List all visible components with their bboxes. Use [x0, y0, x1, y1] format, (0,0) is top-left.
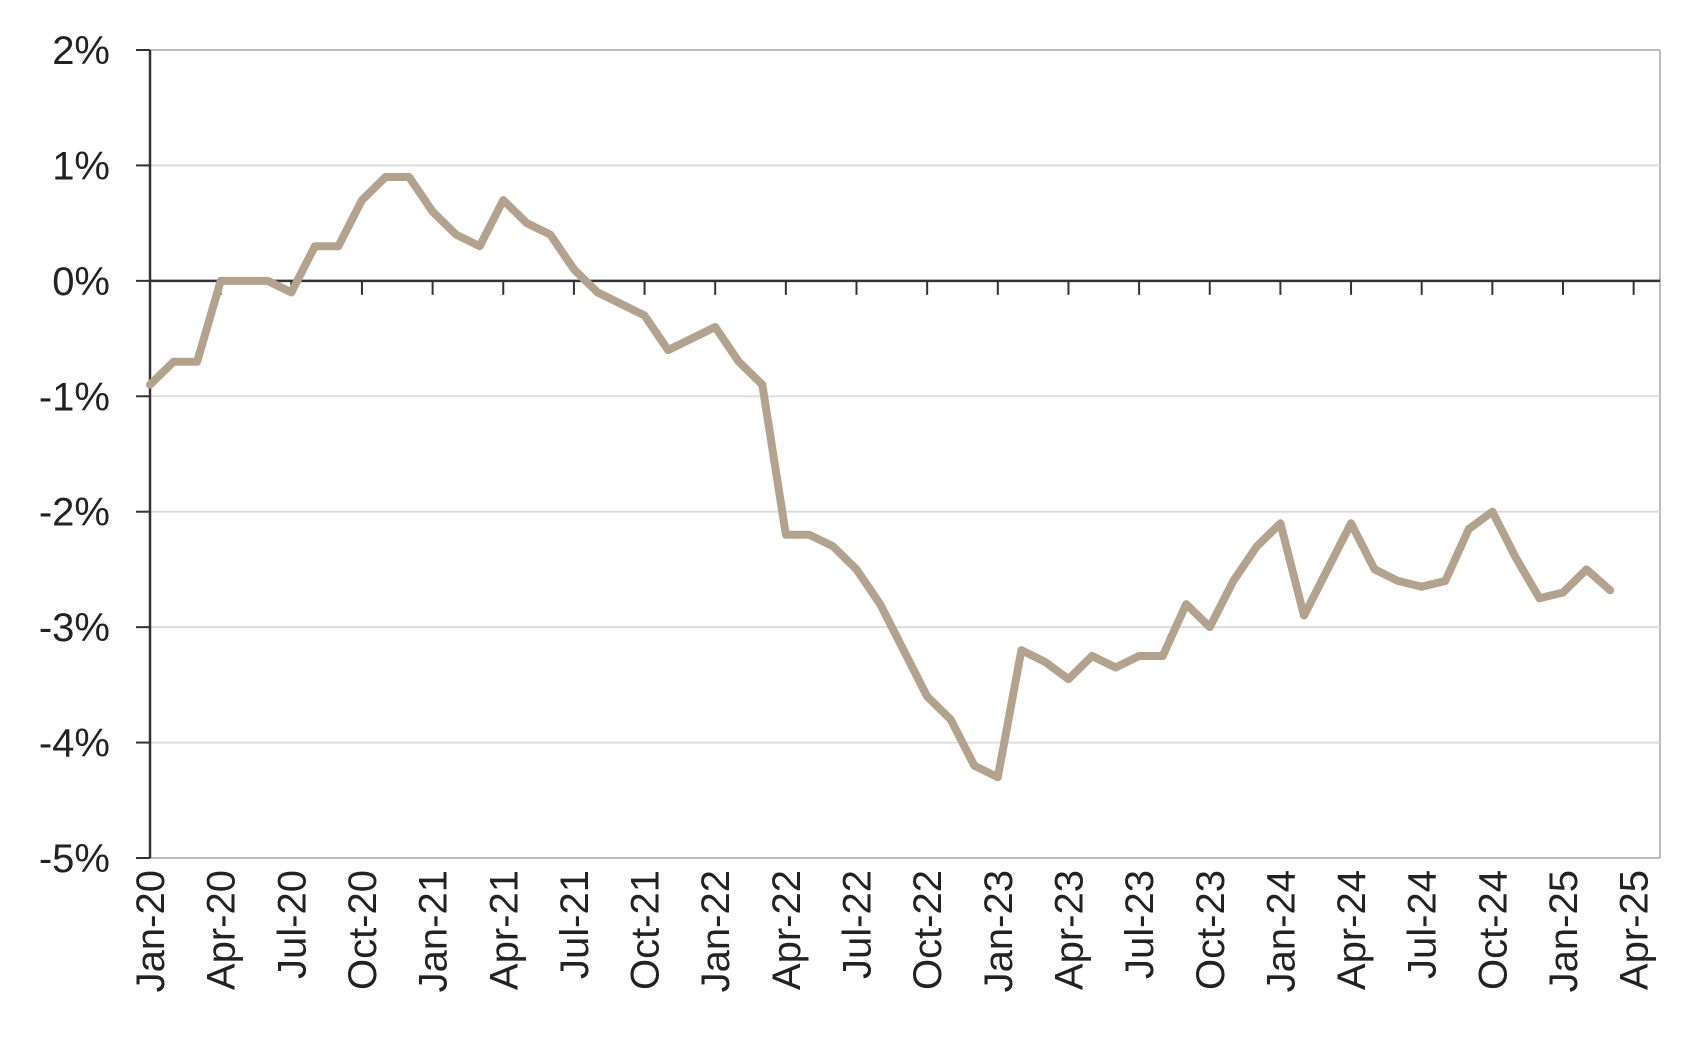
- series-line: [146, 173, 1615, 782]
- y-tick-label: 2%: [52, 29, 110, 73]
- tick-labels: 2% 1% 0% -1% -2% -3% -4% -5% Jan-20 Apr-20 Jul-20 O…: [39, 29, 1657, 992]
- y-tick-label: 1%: [52, 144, 110, 188]
- x-tick-label: Jul-22: [836, 870, 880, 979]
- x-tick-label: Oct-21: [624, 870, 668, 990]
- x-tick-label: Jan-25: [1542, 870, 1586, 992]
- x-tick-label: Jul-20: [270, 870, 314, 979]
- x-tick-label: Apr-21: [482, 870, 526, 990]
- x-tick-label: Oct-22: [906, 870, 950, 990]
- y-tick-label: -5%: [39, 837, 110, 881]
- x-tick-label: Apr-25: [1613, 870, 1657, 990]
- x-tick-label: Jan-23: [977, 870, 1021, 992]
- gridlines: [150, 49, 1661, 859]
- x-tick-label: Apr-20: [200, 870, 244, 990]
- x-tick-label: Oct-20: [341, 870, 385, 990]
- x-tick-label: Oct-24: [1471, 870, 1515, 990]
- x-tick-label: Jan-21: [412, 870, 456, 992]
- x-tick-label: Apr-22: [765, 870, 809, 990]
- series-layer: [146, 173, 1615, 782]
- x-tick-label: Apr-23: [1047, 870, 1091, 990]
- x-tick-label: Jan-20: [129, 870, 173, 992]
- y-tick-label: 0%: [52, 260, 110, 304]
- y-tick-label: -2%: [39, 491, 110, 535]
- x-tick-label: Jan-22: [694, 870, 738, 992]
- x-tick-label: Jul-23: [1118, 870, 1162, 979]
- y-tick-label: -3%: [39, 606, 110, 650]
- y-tick-label: -1%: [39, 375, 110, 419]
- x-tick-label: Apr-24: [1330, 870, 1374, 990]
- x-tick-label: Oct-23: [1189, 870, 1233, 990]
- x-tick-label: Jul-24: [1401, 870, 1445, 979]
- y-tick-label: -4%: [39, 722, 110, 766]
- axes: [136, 49, 1660, 859]
- x-tick-label: Jul-21: [553, 870, 597, 979]
- x-tick-label: Jan-24: [1259, 870, 1303, 992]
